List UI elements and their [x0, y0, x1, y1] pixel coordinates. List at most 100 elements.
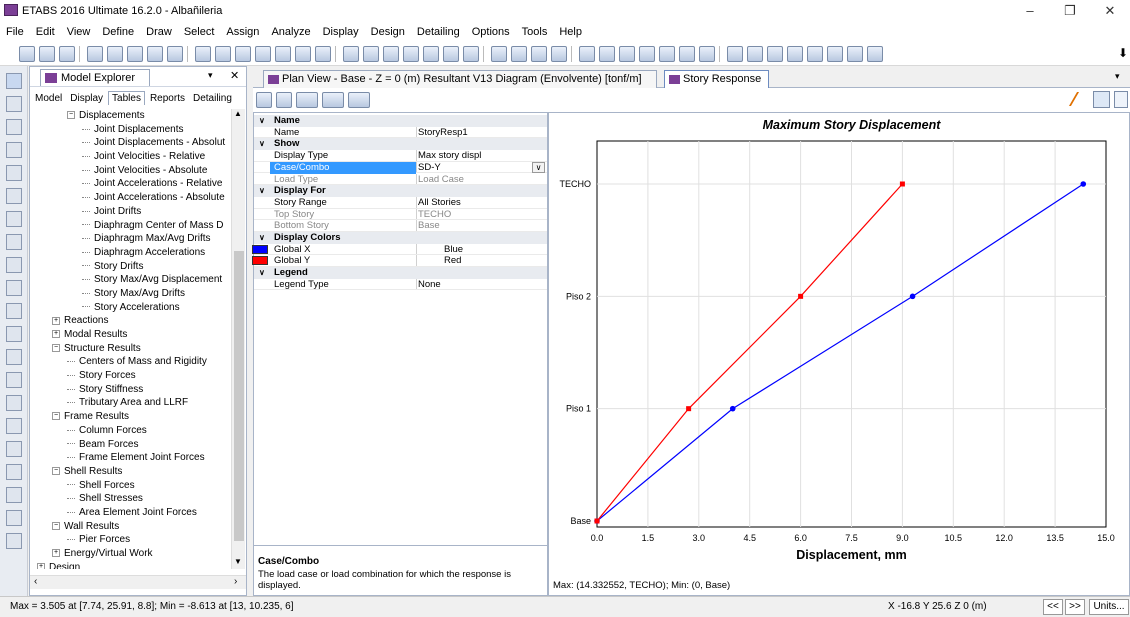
display-options-icon[interactable]	[296, 92, 318, 108]
draw-brace2-icon[interactable]	[6, 372, 22, 388]
scroll-right-icon[interactable]: ›	[234, 576, 238, 587]
property-category[interactable]: ∨ Display Colors	[254, 232, 547, 244]
undo-icon[interactable]	[87, 46, 104, 62]
property-category[interactable]: ∨ Display For	[254, 185, 547, 197]
draw-link-icon[interactable]	[6, 303, 22, 319]
zoom-previous-icon[interactable]	[275, 46, 292, 62]
move-up-icon[interactable]	[443, 46, 460, 62]
deselect-icon[interactable]	[6, 510, 22, 526]
tab-model[interactable]: Model	[35, 93, 63, 104]
tree-item[interactable]: + Reactions	[30, 314, 230, 328]
menu-draw[interactable]: Draw	[146, 26, 172, 38]
draw-point-icon[interactable]	[699, 46, 716, 62]
color-swatch[interactable]	[252, 244, 268, 254]
property-row[interactable]: Global Y Red	[252, 255, 547, 268]
perspective-icon[interactable]	[423, 46, 440, 62]
layout-icon[interactable]	[1093, 91, 1110, 108]
section-angle-icon[interactable]	[847, 46, 864, 62]
menu-define[interactable]: Define	[102, 26, 135, 38]
run-icon[interactable]	[167, 46, 184, 62]
tree-item[interactable]: Diaphragm Accelerations	[30, 246, 230, 260]
menu-edit[interactable]: Edit	[35, 26, 55, 38]
collapse-icon[interactable]: −	[67, 111, 75, 120]
zoom-out-icon[interactable]	[235, 46, 252, 62]
model-explorer-tab[interactable]: Model Explorer	[40, 69, 150, 86]
explorer-close-icon[interactable]: ✕	[230, 70, 240, 82]
menu-tools[interactable]: Tools	[521, 26, 548, 38]
tree-item[interactable]: Area Element Joint Forces	[30, 506, 230, 520]
draw-beam-icon[interactable]	[6, 349, 22, 365]
section-pipe-icon[interactable]	[807, 46, 824, 62]
draw-floor-icon[interactable]	[639, 46, 656, 62]
tree-item[interactable]: Pier Forces	[30, 533, 230, 547]
collapse-category-icon[interactable]: ∨	[259, 139, 265, 149]
draw-brace-icon[interactable]	[599, 46, 616, 62]
tree-item[interactable]: + Modal Results	[30, 328, 230, 342]
display-dropdown-icon[interactable]	[551, 46, 568, 62]
tree-item[interactable]: Story Forces	[30, 369, 230, 383]
menu-view[interactable]: View	[66, 26, 91, 38]
tree-item[interactable]: − Shell Results	[30, 465, 230, 479]
draw-area-icon[interactable]	[6, 188, 22, 204]
property-row[interactable]: Legend Type None	[254, 278, 547, 291]
menu-display[interactable]: Display	[322, 26, 359, 38]
pan-icon[interactable]	[295, 46, 312, 62]
draw-opening-icon[interactable]	[6, 234, 22, 250]
menu-help[interactable]: Help	[559, 26, 582, 38]
tree-item[interactable]: Joint Drifts	[30, 205, 230, 219]
case-combo-dropdown-icon[interactable]: ∨	[532, 161, 545, 173]
print-icon[interactable]	[276, 92, 292, 108]
tree-item[interactable]: Joint Accelerations - Relative	[30, 177, 230, 191]
split-view-icon[interactable]	[1114, 91, 1128, 108]
tree-item[interactable]: Shell Stresses	[30, 492, 230, 506]
tree-item[interactable]: Shell Forces	[30, 479, 230, 493]
collapse-icon[interactable]: −	[52, 467, 60, 476]
tree-horizontal-scrollbar[interactable]: ‹ ›	[30, 575, 246, 589]
section-t-icon[interactable]	[767, 46, 784, 62]
collapse-icon[interactable]: −	[52, 521, 60, 530]
collapse-category-icon[interactable]: ∨	[259, 116, 265, 125]
tree-item[interactable]: − Frame Results	[30, 410, 230, 424]
draw-rect-icon[interactable]	[6, 142, 22, 158]
collapse-category-icon[interactable]: ∨	[259, 268, 265, 278]
menu-detailing[interactable]: Detailing	[416, 26, 460, 38]
expand-icon[interactable]: +	[37, 563, 45, 569]
minimize-button[interactable]: –	[1026, 3, 1034, 18]
tree-item[interactable]: Centers of Mass and Rigidity	[30, 355, 230, 369]
draw-frame-icon[interactable]	[579, 46, 596, 62]
draw-tendon-icon[interactable]	[6, 326, 22, 342]
section-c-icon[interactable]	[827, 46, 844, 62]
draw-stair-icon[interactable]	[6, 418, 22, 434]
tab-story-response[interactable]: Story Response	[664, 70, 769, 88]
section-column-icon[interactable]	[867, 46, 884, 62]
menu-assign[interactable]: Assign	[226, 26, 260, 38]
redo-icon[interactable]	[107, 46, 124, 62]
scroll-down-icon[interactable]: ▼	[234, 557, 242, 566]
property-row[interactable]: Load Type Load Case	[254, 173, 547, 186]
scroll-thumb[interactable]	[234, 251, 244, 541]
zoom-window-icon[interactable]	[195, 46, 212, 62]
property-category[interactable]: ∨ Name	[254, 115, 547, 127]
property-row[interactable]: Global X Blue	[252, 243, 547, 256]
draw-dimension-icon[interactable]	[679, 46, 696, 62]
draw-panel-icon[interactable]	[6, 395, 22, 411]
maximize-button[interactable]: ❐	[1064, 3, 1076, 18]
menu-analyze[interactable]: Analyze	[271, 26, 311, 38]
zoom-restore-icon[interactable]	[255, 46, 272, 62]
object-shrink-icon[interactable]	[491, 46, 508, 62]
zoom-in-icon[interactable]	[215, 46, 232, 62]
tabs-dropdown-icon[interactable]: ▾	[1115, 71, 1120, 81]
select-previous-icon[interactable]	[6, 533, 22, 549]
save-icon[interactable]	[59, 46, 76, 62]
tree-item[interactable]: Story Drifts	[30, 260, 230, 274]
tree-item[interactable]: − Wall Results	[30, 520, 230, 534]
property-row[interactable]: Bottom Story Base	[254, 220, 547, 232]
tab-display[interactable]: Display	[70, 93, 104, 104]
section-h-icon[interactable]	[787, 46, 804, 62]
draw-wave-icon[interactable]	[6, 441, 22, 457]
tree-item[interactable]: − Displacements	[30, 109, 230, 123]
tree-item[interactable]: Frame Element Joint Forces	[30, 451, 230, 465]
new-model-icon[interactable]	[19, 46, 36, 62]
property-row[interactable]: Case/Combo SD-Y ∨	[254, 161, 547, 174]
tree-item[interactable]: + Design	[30, 561, 230, 569]
